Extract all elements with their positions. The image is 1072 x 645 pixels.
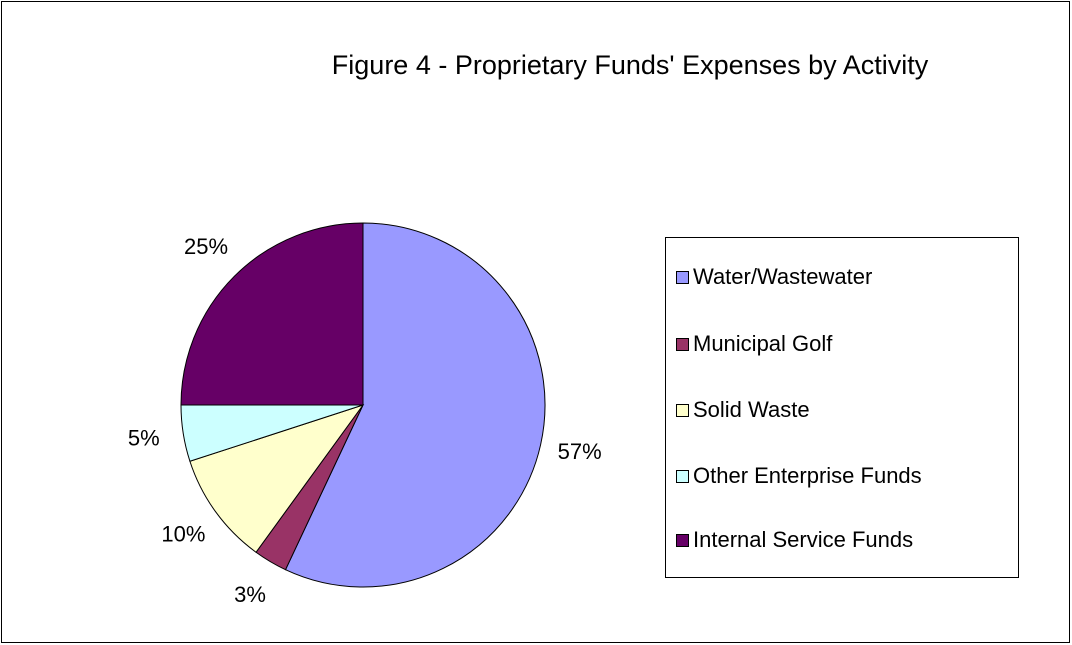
legend-swatch — [676, 271, 689, 284]
legend-swatch — [676, 404, 689, 417]
pie-slice — [180, 222, 364, 406]
data-label: 10% — [161, 521, 205, 546]
legend-label: Municipal Golf — [693, 331, 833, 356]
pie-slice — [189, 404, 365, 553]
legend-label: Other Enterprise Funds — [693, 463, 922, 488]
legend-swatch — [676, 338, 689, 351]
legend-label: Water/Wastewater — [693, 264, 872, 289]
pie-slice — [284, 222, 546, 588]
legend-box — [665, 237, 1019, 578]
legend-label: Solid Waste — [693, 397, 810, 422]
data-label: 5% — [128, 426, 160, 451]
legend-swatch — [676, 470, 689, 483]
legend-swatch — [676, 534, 689, 547]
legend-label: Internal Service Funds — [693, 527, 913, 552]
data-label: 3% — [234, 582, 266, 607]
data-label: 25% — [184, 234, 228, 259]
data-label: 57% — [558, 439, 602, 464]
chart-title: Figure 4 - Proprietary Funds' Expenses b… — [332, 50, 929, 80]
